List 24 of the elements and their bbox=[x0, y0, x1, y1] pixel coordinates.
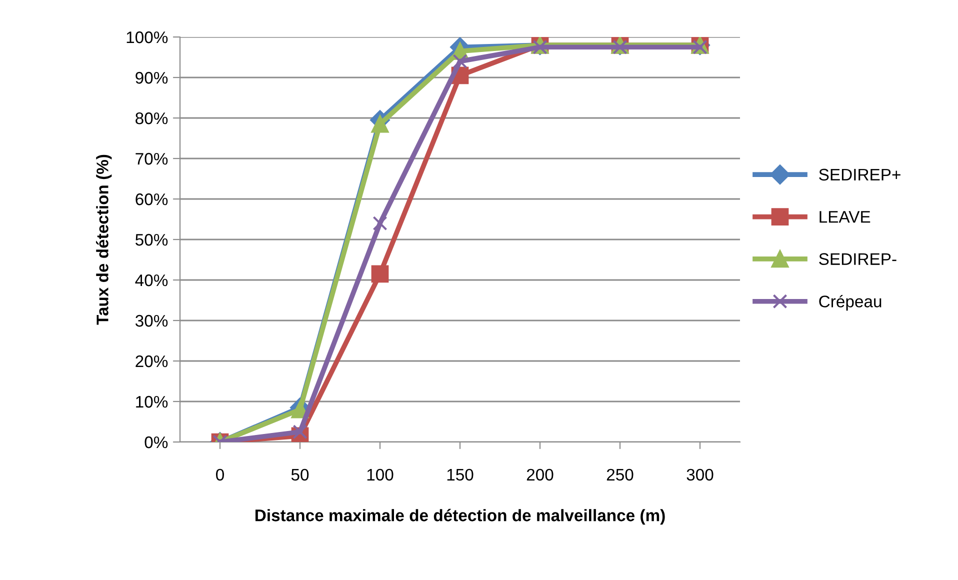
x-tick-label: 250 bbox=[606, 468, 634, 481]
legend-label: LEAVE bbox=[820, 211, 870, 223]
legend-label: SEDIREP- bbox=[819, 253, 896, 265]
x-tick-label: 200 bbox=[526, 468, 554, 481]
y-tick-label: 30% bbox=[135, 314, 168, 327]
y-axis-title: Taux de détection (%) bbox=[96, 154, 112, 325]
y-tick-label: 80% bbox=[136, 112, 168, 124]
legend-label: SEDIREP+ bbox=[819, 168, 900, 181]
y-tick-label: 20% bbox=[136, 355, 168, 368]
x-tick-label: 100 bbox=[367, 468, 394, 481]
y-tick-label: 100% bbox=[126, 31, 168, 44]
y-tick-label: 90% bbox=[136, 72, 168, 84]
y-tick-label: 0% bbox=[144, 436, 168, 448]
y-tick-label: 10% bbox=[136, 396, 168, 408]
x-tick-label: 300 bbox=[686, 468, 714, 481]
x-tick-label: 150 bbox=[447, 468, 474, 481]
y-tick-label: 50% bbox=[136, 234, 168, 246]
x-tick-label: 0 bbox=[216, 468, 224, 481]
y-tick-label: 40% bbox=[135, 274, 168, 286]
legend-label: Crépeau bbox=[819, 294, 882, 311]
y-tick-label: 70% bbox=[136, 152, 168, 165]
y-tick-label: 60% bbox=[136, 193, 168, 206]
x-axis-title: Distance maximale de détection de malveillance (m) bbox=[255, 508, 665, 525]
x-tick-label: 50 bbox=[291, 468, 309, 481]
